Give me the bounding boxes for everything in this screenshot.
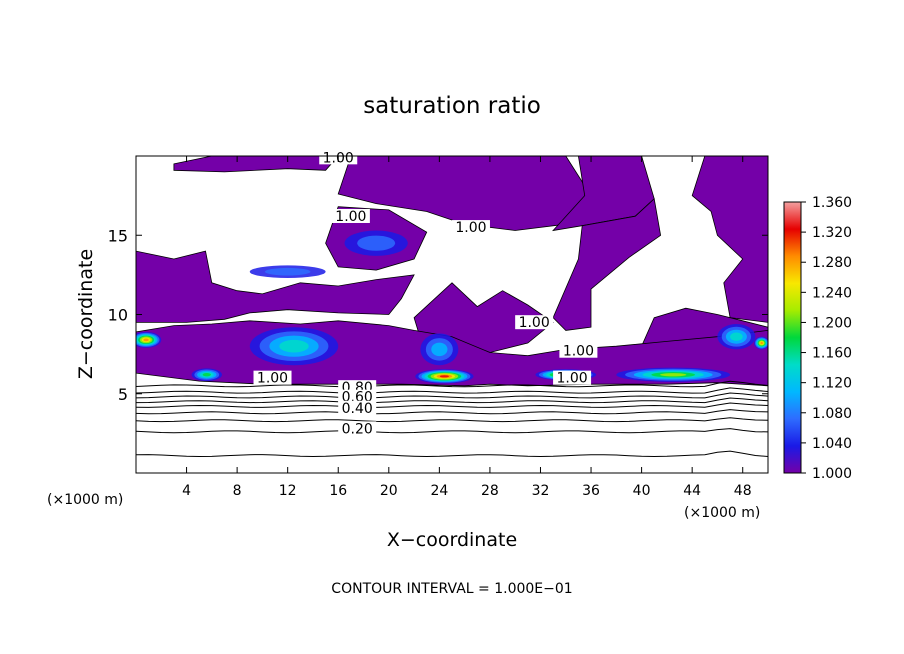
hotspot-fill — [760, 341, 763, 345]
contour-label-bg — [559, 343, 598, 358]
x-axis-ticks: 4 8 12 16 20 24 28 32 36 40 44 48 — [182, 156, 752, 499]
contour-label: 1.00 — [563, 344, 594, 360]
colorbar-tick-label: 1.360 — [812, 195, 852, 211]
hotspot-fill — [264, 267, 311, 276]
x-tick-label: 44 — [683, 483, 701, 499]
chart-title: saturation ratio — [363, 93, 541, 119]
x-tick-label: 28 — [481, 483, 499, 499]
contour-label-bg — [253, 370, 292, 385]
contour-label: 1.00 — [257, 371, 288, 387]
hotspot-fill — [660, 373, 687, 377]
contour-interval-note: CONTOUR INTERVAL = 1.000E−01 — [331, 581, 572, 597]
supersaturated-regions — [136, 156, 768, 353]
colorbar-tick-label: 1.240 — [812, 285, 852, 301]
x-tick-label: 4 — [182, 483, 191, 499]
contour-label-bg — [338, 400, 377, 415]
x-unit-left: (×1000 m) — [47, 492, 123, 508]
x-tick-label: 40 — [633, 483, 651, 499]
y-tick-label: 10 — [108, 306, 128, 325]
plot-area: 1.001.001.001.001.001.00 1.000.800.600.40… — [108, 150, 769, 499]
colorbar-gradient — [783, 201, 802, 474]
x-unit-right: (×1000 m) — [684, 505, 760, 521]
contour-lines — [136, 380, 768, 458]
contour-label-bg — [338, 389, 377, 404]
contour-line — [136, 392, 768, 399]
contour-label-bg — [451, 220, 490, 235]
colorbar-tick-label: 1.200 — [812, 315, 852, 331]
y-tick-label: 15 — [108, 226, 128, 245]
hotspot-fill — [357, 235, 396, 251]
hotspot-fill — [143, 338, 149, 342]
hotspot-fill — [202, 373, 211, 377]
region-top-center — [337, 156, 592, 231]
colorbar-tick-label: 1.120 — [812, 376, 852, 392]
contour-line — [136, 402, 768, 408]
x-tick-label: 8 — [233, 483, 242, 499]
contour-line — [136, 450, 768, 458]
hotspot-fill — [279, 339, 309, 353]
contour-line — [136, 397, 768, 404]
colorbar: 1.000 1.040 1.080 1.120 1.160 1.200 1.240 1.280… — [783, 195, 852, 482]
contour-label: 1.00 — [519, 315, 550, 331]
contour-line — [136, 409, 768, 415]
region-right-tall — [552, 198, 662, 331]
hotspot-fill — [730, 332, 743, 341]
region-top-left-strip — [173, 156, 339, 173]
contour-label: 1.00 — [335, 209, 366, 225]
x-tick-label: 20 — [380, 483, 398, 499]
colorbar-tick-label: 1.040 — [812, 436, 852, 452]
contour-label-bg — [331, 208, 370, 223]
x-tick-label: 24 — [430, 483, 448, 499]
contour-label: 0.40 — [342, 401, 373, 417]
colorbar-ticks: 1.000 1.040 1.080 1.120 1.160 1.200 1.240 1.280… — [801, 195, 852, 482]
y-axis-ticks: 5 10 15 — [108, 226, 768, 404]
contour-line — [136, 417, 768, 423]
hotspot-fill — [439, 375, 450, 378]
contour-label-bg — [553, 370, 592, 385]
hotspot-fill — [431, 342, 448, 357]
contour-label: 1.00 — [556, 371, 587, 387]
contour-line — [136, 380, 768, 388]
colorbar-tick-label: 1.280 — [812, 255, 852, 271]
contour-label: 0.20 — [342, 421, 373, 437]
contour-line — [136, 428, 768, 434]
x-axis-label: X−coordinate — [387, 529, 517, 551]
x-tick-label: 36 — [582, 483, 600, 499]
contour-label: 1.00 — [455, 220, 486, 236]
colorbar-tick-label: 1.080 — [812, 406, 852, 422]
colorbar-tick-label: 1.000 — [812, 466, 852, 482]
x-tick-label: 12 — [279, 483, 297, 499]
x-tick-label: 48 — [734, 483, 752, 499]
x-tick-label: 32 — [532, 483, 550, 499]
contour-label-bg — [338, 421, 377, 436]
colorbar-tick-label: 1.160 — [812, 346, 852, 362]
y-axis-label: Z−coordinate — [75, 249, 97, 379]
region-far-right-upper — [691, 156, 768, 323]
x-tick-label: 16 — [329, 483, 347, 499]
contour-label-bg — [515, 315, 554, 330]
contour-labels: 1.001.001.001.001.001.00 1.000.800.600.40… — [253, 150, 598, 437]
y-tick-label: 5 — [118, 385, 128, 404]
region-upper-left — [136, 250, 415, 323]
colorbar-tick-label: 1.320 — [812, 225, 852, 241]
contour-line — [136, 387, 768, 394]
